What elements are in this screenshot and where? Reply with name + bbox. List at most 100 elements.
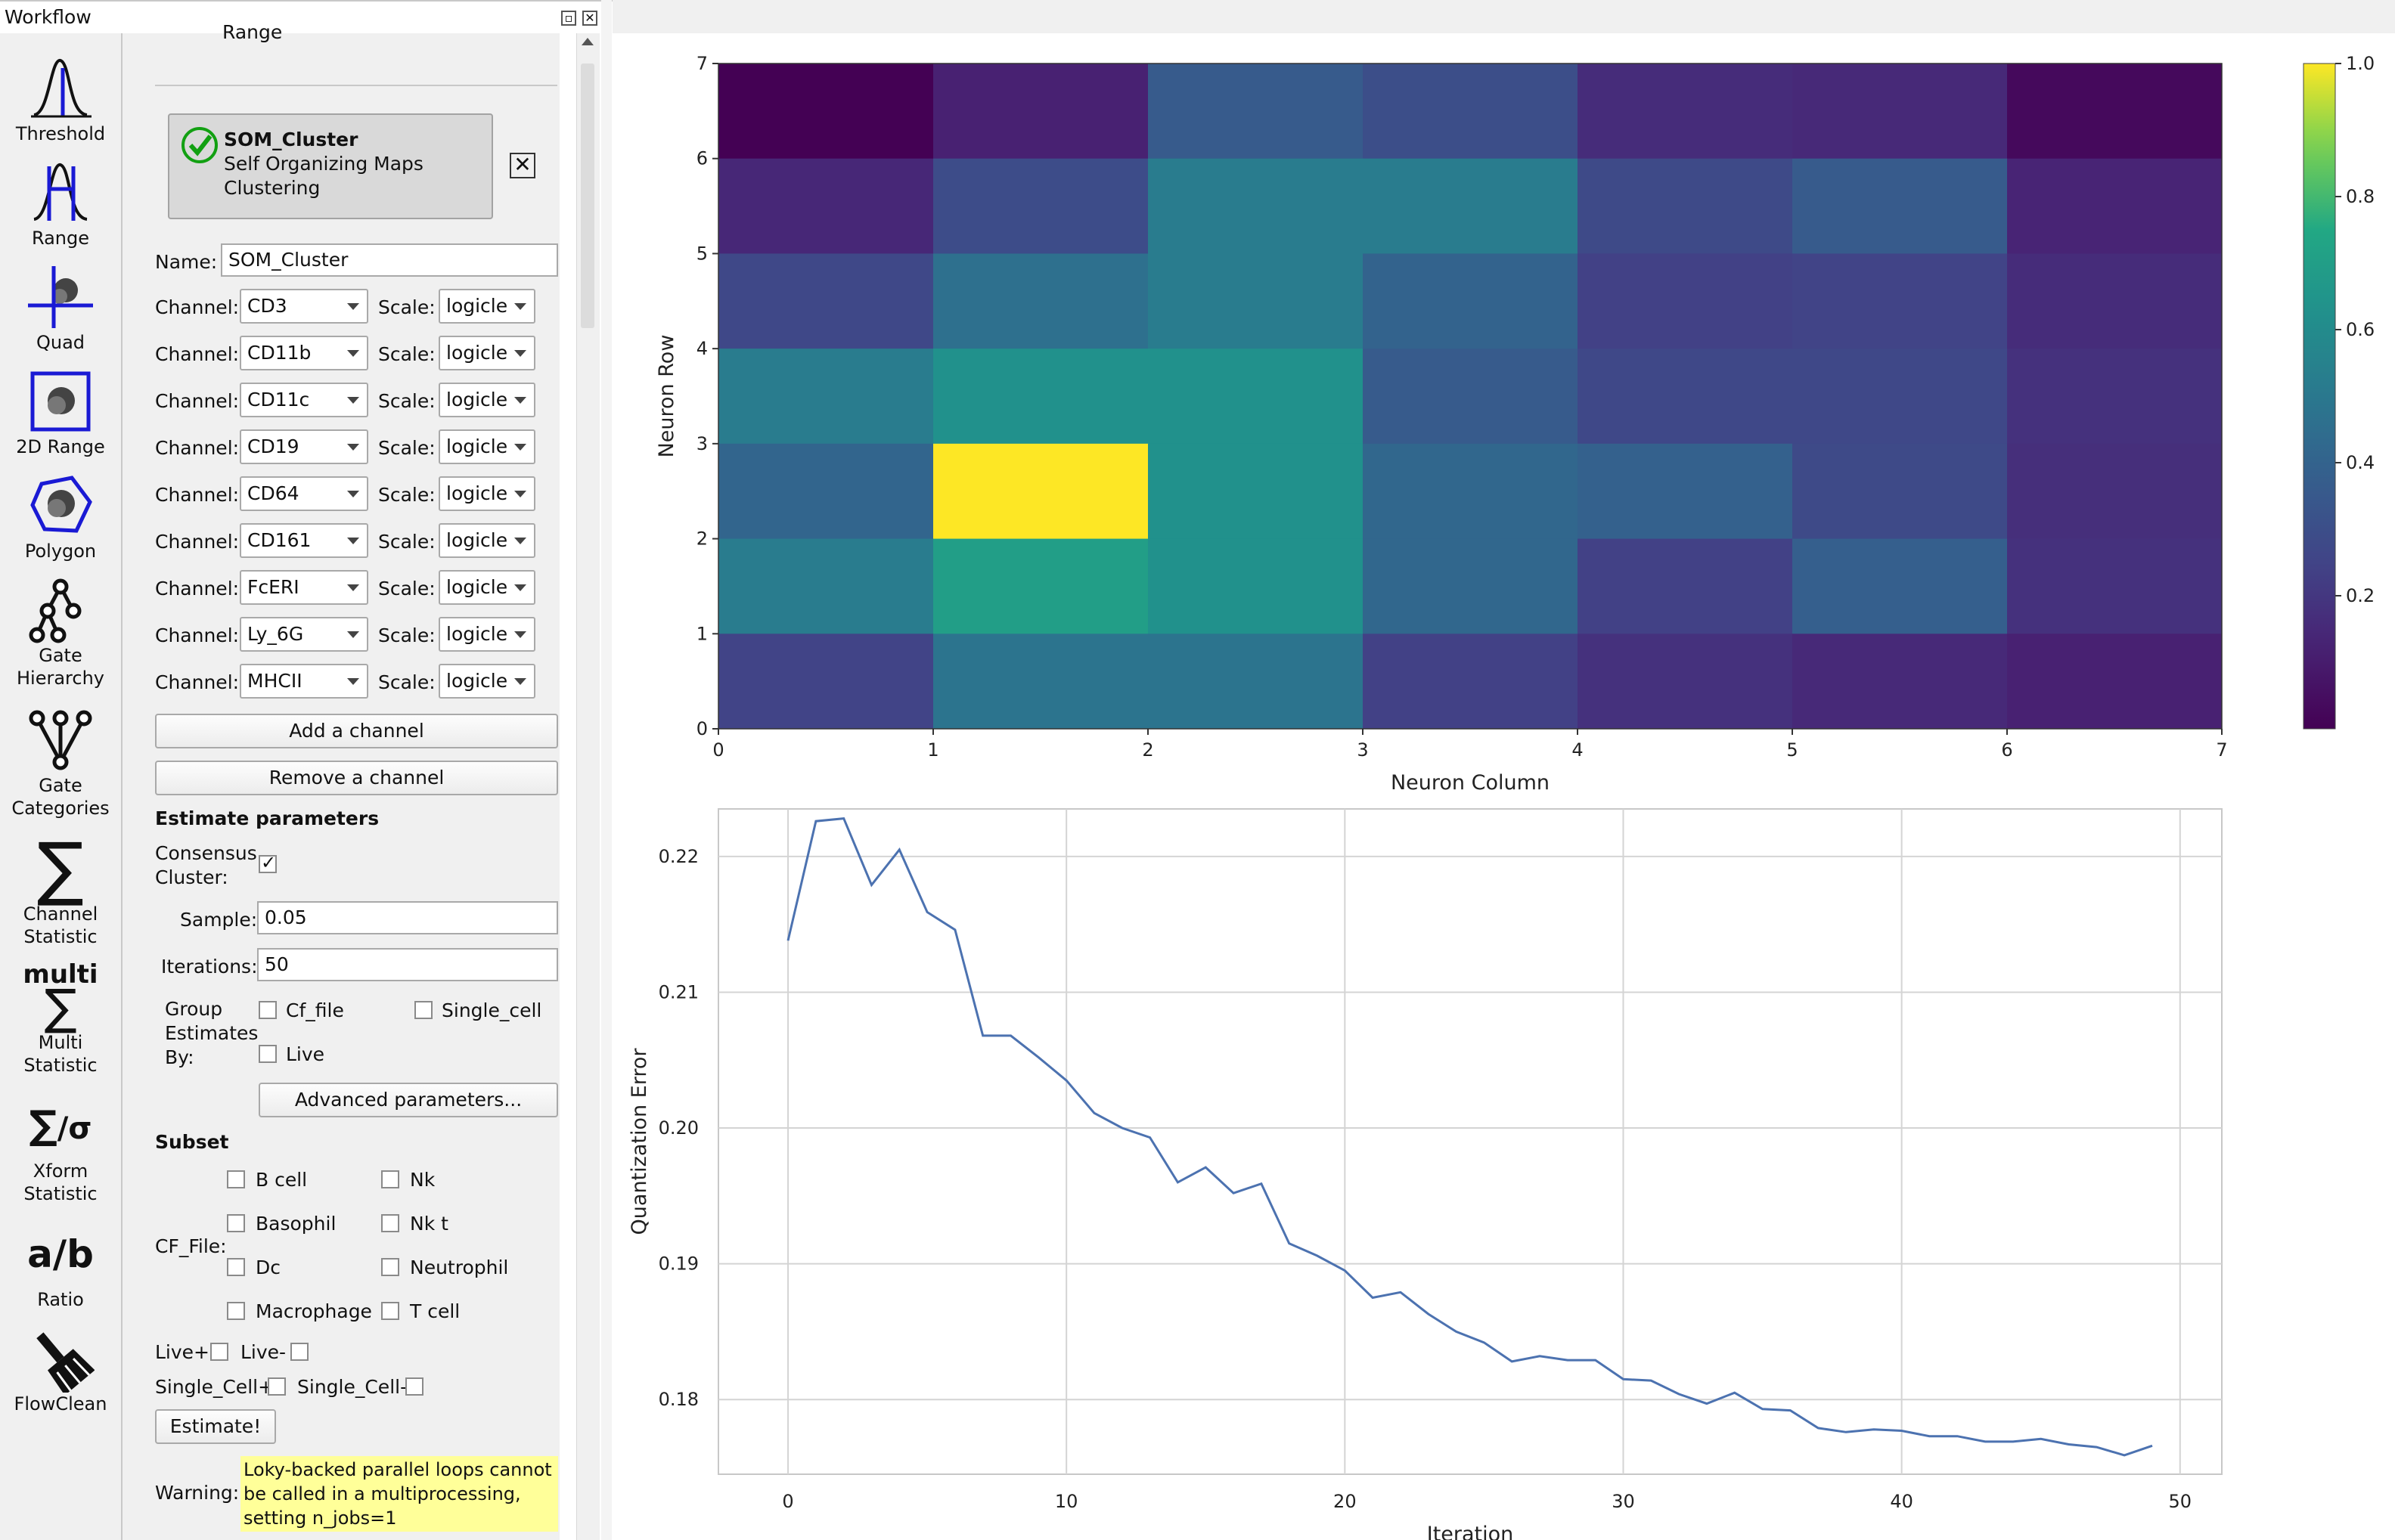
channel-label: Channel:: [155, 531, 240, 553]
advanced-parameters-button[interactable]: Advanced parameters...: [259, 1083, 558, 1117]
toolbar-item-xform-statistic[interactable]: ∑/σ Xform Statistic: [0, 1092, 121, 1205]
y-tick-label: 1: [696, 623, 708, 644]
remove-channel-button[interactable]: Remove a channel: [155, 761, 558, 795]
toolbar-label: 2D Range: [16, 436, 105, 457]
scale-value: logicle: [446, 342, 508, 364]
channel-label: Channel:: [155, 671, 240, 693]
scale-select[interactable]: logicle: [439, 523, 535, 558]
live-label: Live: [286, 1043, 325, 1065]
heatmap-cell: [718, 253, 934, 349]
live-plus-checkbox[interactable]: [210, 1343, 228, 1361]
scale-label: Scale:: [378, 296, 436, 318]
scale-label: Scale:: [378, 671, 436, 693]
toolbar-item-quad[interactable]: Quad: [0, 263, 121, 354]
subset-checkbox[interactable]: [381, 1214, 399, 1232]
channel-select[interactable]: CD3: [240, 289, 368, 324]
y-tick-label: 6: [696, 148, 708, 169]
toolbar-item-gate-hierarchy[interactable]: Gate Hierarchy: [0, 576, 121, 689]
scale-select[interactable]: logicle: [439, 617, 535, 652]
toolbar-item-range[interactable]: Range: [0, 159, 121, 249]
heatmap-cell: [1148, 538, 1363, 634]
subset-checkbox[interactable]: [381, 1302, 399, 1320]
subset-option-label: Neutrophil: [410, 1256, 509, 1278]
toolbar-item-ratio[interactable]: a/b Ratio: [0, 1220, 121, 1311]
subset-checkbox[interactable]: [227, 1214, 245, 1232]
operation-name: SOM_Cluster: [224, 129, 358, 150]
live-minus-checkbox[interactable]: [290, 1343, 309, 1361]
close-operation-button[interactable]: ✕: [510, 153, 535, 178]
subset-checkbox[interactable]: [381, 1258, 399, 1276]
heatmap-cell: [1363, 349, 1578, 445]
x-tick-label: 20: [1333, 1491, 1357, 1512]
estimate-button[interactable]: Estimate!: [155, 1409, 276, 1444]
iterations-label: Iterations:: [161, 956, 258, 978]
channel-select[interactable]: CD19: [240, 429, 368, 464]
heatmap-cell: [933, 634, 1149, 730]
toolbar-item-threshold[interactable]: Threshold: [0, 54, 121, 145]
panel-splitter[interactable]: [601, 0, 612, 1540]
channel-select[interactable]: MHCII: [240, 664, 368, 699]
chevron-down-icon: [514, 584, 526, 591]
scale-label: Scale:: [378, 484, 436, 506]
subset-checkbox[interactable]: [381, 1170, 399, 1188]
heatmap-cell: [1792, 158, 2008, 254]
y-tick-label: 2: [696, 528, 708, 550]
single-cell-checkbox[interactable]: [414, 1001, 433, 1019]
channel-select[interactable]: FcERI: [240, 570, 368, 605]
consensus-checkbox[interactable]: [259, 852, 277, 873]
scale-select[interactable]: logicle: [439, 336, 535, 370]
subset-checkbox[interactable]: [227, 1170, 245, 1188]
subset-checkbox[interactable]: [227, 1302, 245, 1320]
toolbar-item-channel-statistic[interactable]: ∑ Channel Statistic: [0, 834, 121, 948]
scale-select[interactable]: logicle: [439, 570, 535, 605]
operation-header[interactable]: SOM_Cluster Self Organizing Maps Cluster…: [168, 113, 493, 219]
heatmap-cell: [933, 349, 1149, 445]
channel-select[interactable]: CD161: [240, 523, 368, 558]
heatmap-cell: [933, 443, 1149, 540]
scale-label: Scale:: [378, 437, 436, 459]
channel-select[interactable]: CD11b: [240, 336, 368, 370]
live-checkbox[interactable]: [259, 1045, 277, 1063]
chevron-down-icon: [347, 538, 359, 544]
channel-label: Channel:: [155, 437, 240, 459]
x-tick-label: 10: [1055, 1491, 1078, 1512]
float-panel-icon[interactable]: ▫: [561, 11, 576, 26]
scale-select[interactable]: logicle: [439, 383, 535, 417]
xform-statistic-icon: ∑/σ: [29, 1103, 92, 1148]
close-panel-icon[interactable]: ✕: [582, 11, 597, 26]
channel-select[interactable]: CD11c: [240, 383, 368, 417]
toolbar-label: Xform Statistic: [23, 1160, 98, 1204]
scale-value: logicle: [446, 670, 508, 692]
heatmap-cell: [2007, 253, 2223, 349]
single-cell-minus-checkbox[interactable]: [405, 1377, 423, 1396]
sample-input[interactable]: 0.05: [257, 901, 558, 934]
channel-value: CD3: [247, 295, 287, 317]
subset-checkbox[interactable]: [227, 1258, 245, 1276]
x-tick-label: 30: [1612, 1491, 1635, 1512]
channel-select[interactable]: Ly_6G: [240, 617, 368, 652]
toolbar-item-2d-range[interactable]: 2D Range: [0, 367, 121, 458]
scrollbar-thumb[interactable]: [581, 64, 594, 328]
scale-select[interactable]: logicle: [439, 289, 535, 324]
iterations-input[interactable]: 50: [257, 948, 558, 981]
toolbar-item-polygon[interactable]: Polygon: [0, 472, 121, 562]
toolbar-item-multi-statistic[interactable]: multi ∑ Multi Statistic: [0, 962, 121, 1077]
add-channel-button[interactable]: Add a channel: [155, 714, 558, 748]
estimate-heading: Estimate parameters: [155, 807, 380, 829]
single-cell-plus-checkbox[interactable]: [268, 1377, 286, 1396]
2d-range-icon: [30, 371, 91, 432]
toolbar-item-flowclean[interactable]: FlowClean: [0, 1325, 121, 1415]
channel-select[interactable]: CD64: [240, 476, 368, 511]
name-input[interactable]: SOM_Cluster: [221, 243, 558, 277]
scale-select[interactable]: logicle: [439, 664, 535, 699]
y-tick-label: 0.18: [659, 1389, 699, 1410]
scroll-up-icon[interactable]: [582, 38, 594, 45]
scale-select[interactable]: logicle: [439, 429, 535, 464]
group-label-2: Estimates: [165, 1022, 259, 1044]
channel-value: CD64: [247, 482, 299, 504]
chevron-down-icon: [514, 397, 526, 404]
scale-select[interactable]: logicle: [439, 476, 535, 511]
toolbar-item-gate-categories[interactable]: Gate Categories: [0, 706, 121, 820]
cf-file-checkbox[interactable]: [259, 1001, 277, 1019]
scale-value: logicle: [446, 576, 508, 598]
